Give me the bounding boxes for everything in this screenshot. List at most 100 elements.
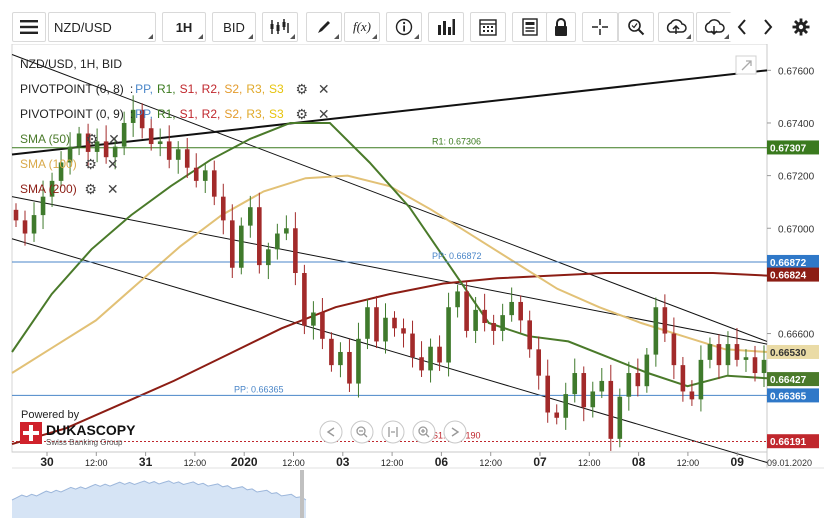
candle-up (49, 180, 55, 197)
candle-up (509, 301, 514, 316)
forward-button[interactable] (443, 420, 467, 444)
crosshair-icon (592, 19, 608, 35)
candle-down (554, 412, 560, 418)
magnifier-handle-glyph (359, 430, 368, 438)
sma200-line (11, 272, 768, 446)
chart-type-button[interactable] (262, 12, 298, 42)
upload-icon (666, 19, 687, 34)
pivot1-remove-close-icon[interactable]: ✕ (317, 81, 330, 97)
upper-channel-trendline (11, 196, 768, 345)
scroll-right-button[interactable] (756, 12, 780, 42)
price-type-selector[interactable]: BID (212, 12, 256, 42)
pivot1-settings-gear-icon[interactable]: ⚙ (295, 81, 309, 97)
download-icon (704, 19, 725, 36)
navigator-handle (300, 470, 304, 518)
sma200-remove-close-icon[interactable]: ✕ (106, 181, 119, 197)
zoom-out-button[interactable] (350, 420, 374, 444)
symbol-selector[interactable]: NZD/USD (48, 12, 156, 42)
upload-button[interactable] (658, 12, 694, 42)
symbol-label: NZD/USD (54, 19, 112, 35)
zoom-button[interactable] (618, 12, 654, 42)
navigator-area-fill (12, 480, 306, 518)
calendar-button[interactable] (470, 12, 506, 42)
navigator-area[interactable] (11, 470, 307, 518)
sma200-settings-gear-icon[interactable]: ⚙ (84, 181, 97, 197)
candle-down (392, 317, 397, 329)
pivot-level-label: R1: 0.67306 (432, 137, 481, 147)
crosshair-button[interactable] (582, 12, 618, 42)
candle-down (734, 344, 740, 360)
timeframe-selector[interactable]: 1H (162, 12, 206, 42)
magnifier-glyph (418, 426, 428, 436)
candle-up (121, 122, 127, 147)
sma50-settings-gear-icon[interactable]: ⚙ (85, 131, 99, 147)
scroll-left-button[interactable] (730, 12, 754, 42)
candle-up (275, 233, 280, 250)
legend-pivot2-row: PIVOTPOINT (0, 9) : PP, R1, S1, R2, S2, R3, S3… (20, 102, 332, 127)
lock-button[interactable] (546, 12, 576, 42)
candle-up (67, 146, 73, 163)
sma50-remove-close-icon[interactable]: ✕ (108, 131, 120, 147)
candles (13, 95, 767, 451)
function-icon: f(x) (352, 19, 372, 34)
candle-down (85, 133, 91, 152)
candle-down (401, 328, 406, 334)
candle-up (248, 207, 253, 226)
candle-up (356, 338, 361, 384)
legend-title: NZD/USD, 1H, BID (20, 57, 123, 71)
menu-button[interactable] (12, 12, 46, 42)
x-tick-label: 07 (533, 455, 547, 469)
candle-up (428, 346, 433, 371)
info-button[interactable] (386, 12, 422, 42)
x-last-date-label: 09.01.2020 (767, 458, 812, 468)
pivot2-remove-close-icon[interactable]: ✕ (317, 106, 330, 122)
fit-button[interactable] (381, 420, 405, 444)
candle-up (563, 394, 569, 418)
sma100-settings-gear-icon[interactable]: ⚙ (84, 156, 97, 172)
lower-channel-trendline (11, 238, 768, 464)
candle-down (680, 365, 686, 392)
magnifier-handle-glyph (421, 429, 430, 438)
sma100-remove-close-icon[interactable]: ✕ (106, 156, 119, 172)
calendar-icon (479, 19, 497, 36)
candle-up (202, 170, 208, 181)
candle-down (671, 333, 677, 366)
candle-down (329, 338, 334, 366)
settings-button[interactable] (788, 12, 814, 42)
rewind-button[interactable] (319, 420, 343, 444)
candle-up (626, 373, 632, 397)
zoom-in-button[interactable] (412, 420, 436, 444)
pivot1-label: PIVOTPOINT (0, 8) (20, 82, 124, 96)
candle-up (590, 391, 596, 408)
top-resistance-trendline (11, 69, 768, 156)
lock-icon (555, 18, 567, 36)
draw-button[interactable] (306, 12, 342, 42)
candle-down (608, 380, 614, 439)
y-tick-label: 0.67200 (778, 172, 815, 183)
pivot1-r2: R2, (201, 82, 221, 96)
indicators-button[interactable] (428, 12, 464, 42)
download-button[interactable] (696, 12, 732, 42)
sma50-line (11, 122, 768, 388)
price-tags: 0.67307 0.66872 0.66824 0.66530 0.66427 0.663… (767, 140, 819, 449)
price-tag (767, 267, 819, 282)
trendlines (11, 54, 768, 464)
pivot1-s2: S2, (224, 82, 243, 96)
candle-down (347, 351, 352, 384)
candle-down (482, 309, 487, 324)
candle-down (229, 220, 235, 268)
news-button[interactable] (512, 12, 548, 42)
candle-down (581, 373, 587, 408)
zoom-out-icon (350, 420, 374, 444)
function-button[interactable]: f(x) (344, 12, 380, 42)
expand-button[interactable] (735, 55, 757, 75)
pivot1-prefix: : (129, 82, 134, 96)
candle-down (491, 323, 496, 331)
price-tag (767, 434, 819, 449)
pivot2-settings-gear-icon[interactable]: ⚙ (295, 106, 309, 122)
price-tag-label: 0.66530 (770, 348, 807, 359)
price-chart[interactable]: R1: 0.67306 PP: 0.66872 PP: 0.66365 S1: 0.6… (0, 44, 824, 518)
candle-down (545, 375, 551, 413)
x-tick-label: 08 (632, 455, 646, 469)
